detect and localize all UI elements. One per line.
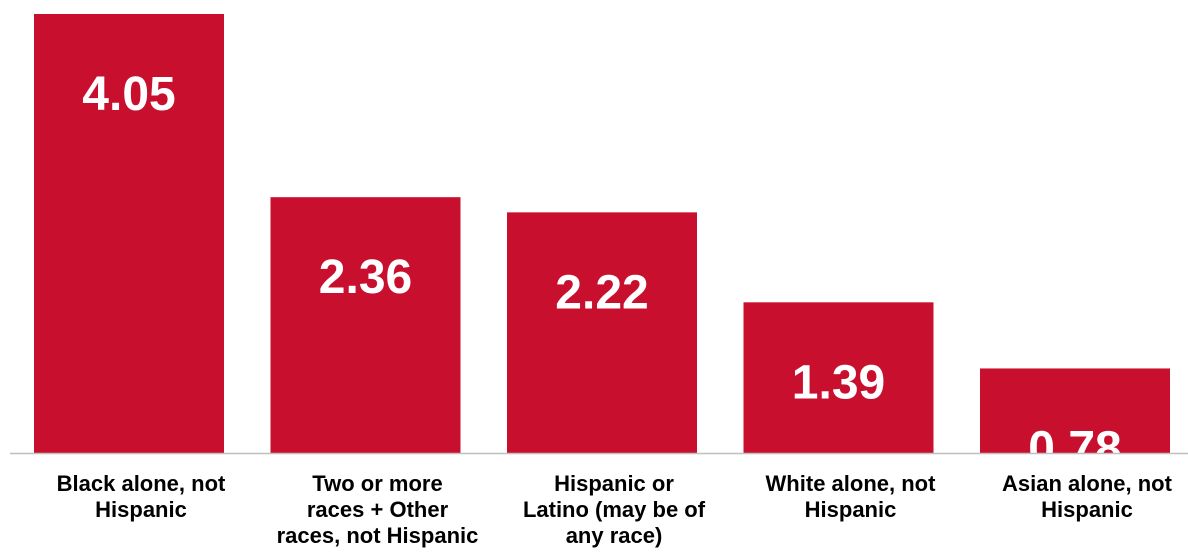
bar-3 [507,212,697,453]
category-label-line: Hispanic [805,497,897,522]
category-label-line: races + Other [307,497,449,522]
category-label-1: Black alone, not Hispanic [57,471,226,522]
bars-group [34,14,1170,453]
category-label-line: Hispanic or [554,471,674,496]
category-label-line: Black alone, not [57,471,226,496]
category-label-line: Two or more [312,471,442,496]
bar-5 [980,368,1170,453]
category-label-3: Hispanic or Latino (may be of any race) [523,471,706,548]
value-labels-group: 4.05 2.36 2.22 1.39 0.78 [82,68,1121,475]
category-label-line: Hispanic [95,497,187,522]
category-label-line: Latino (may be of [523,497,706,522]
category-label-2: Two or more races + Other races, not Hispa… [277,471,479,548]
value-label-4: 1.39 [792,356,885,409]
value-label-1: 4.05 [82,68,175,121]
category-label-line: any race) [566,523,663,548]
bar-2 [270,197,461,453]
category-label-line: White alone, not [766,471,937,496]
value-label-3: 2.22 [555,266,648,319]
bar-4 [743,302,934,453]
category-label-line: Asian alone, not [1002,471,1173,496]
value-label-2: 2.36 [319,251,412,304]
category-label-4: White alone, not Hispanic [766,471,937,522]
value-label-5: 0.78 [1028,422,1121,475]
category-label-5: Asian alone, not Hispanic [1002,471,1173,522]
category-label-line: races, not Hispanic [277,523,479,548]
bar-1 [34,14,224,453]
category-label-line: Hispanic [1041,497,1133,522]
